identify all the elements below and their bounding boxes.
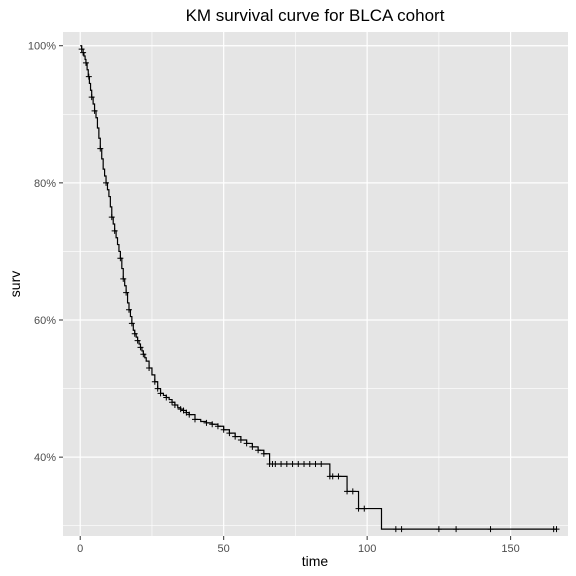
censor-mark xyxy=(123,289,130,296)
minor-gridlines xyxy=(63,32,568,536)
censor-mark xyxy=(80,49,87,56)
censor-mark xyxy=(140,351,147,358)
x-axis-ticks: 0 50 100 150 xyxy=(77,536,520,555)
censor-mark xyxy=(186,411,193,418)
censor-mark xyxy=(137,344,144,351)
y-tick-label: 40% xyxy=(34,452,56,464)
censor-mark xyxy=(157,390,164,397)
censor-mark xyxy=(435,526,442,533)
censor-mark xyxy=(154,385,161,392)
censor-mark xyxy=(220,426,227,433)
censor-mark xyxy=(91,107,98,114)
y-tick-label: 100% xyxy=(28,41,56,53)
censor-mark xyxy=(214,423,221,430)
censor-mark xyxy=(392,526,399,533)
censor-mark xyxy=(146,365,153,371)
y-axis-ticks: 40% 60% 80% 100% xyxy=(28,41,63,464)
censor-mark xyxy=(97,145,104,152)
x-axis-title: time xyxy=(302,553,329,569)
censor-mark xyxy=(151,378,158,385)
censor-mark xyxy=(171,402,178,409)
censor-mark xyxy=(306,461,313,467)
censor-mark xyxy=(203,419,210,426)
censor-mark xyxy=(134,337,141,344)
y-tick-label: 80% xyxy=(34,178,56,190)
censor-mark xyxy=(243,440,250,447)
x-tick-label: 100 xyxy=(358,543,376,555)
censor-mark xyxy=(335,473,342,480)
censor-mark xyxy=(349,488,356,495)
censor-mark xyxy=(120,275,127,282)
censor-mark xyxy=(278,461,285,467)
major-gridlines xyxy=(63,32,568,536)
censor-mark xyxy=(232,433,239,440)
censor-mark xyxy=(226,430,233,437)
censor-mark xyxy=(453,526,460,533)
censor-marks xyxy=(78,46,560,533)
censor-mark xyxy=(487,526,494,533)
chart-title: KM survival curve for BLCA cohort xyxy=(186,6,445,25)
censor-mark xyxy=(301,461,308,467)
censor-mark xyxy=(82,59,89,66)
censor-mark xyxy=(111,227,118,234)
censor-mark xyxy=(272,461,279,467)
censor-mark xyxy=(329,473,336,480)
censor-mark xyxy=(191,416,198,423)
censor-mark xyxy=(283,461,290,467)
plot-panel xyxy=(63,32,568,536)
censor-mark xyxy=(260,450,267,457)
y-tick-label: 60% xyxy=(34,315,56,327)
censor-mark xyxy=(78,46,85,53)
x-tick-label: 150 xyxy=(501,543,519,555)
censor-mark xyxy=(108,214,115,221)
censor-mark xyxy=(169,399,176,406)
censor-mark xyxy=(117,255,124,262)
x-tick-label: 50 xyxy=(218,543,230,555)
censor-mark xyxy=(103,179,110,186)
x-tick-label: 0 xyxy=(77,543,83,555)
censor-mark xyxy=(295,461,302,467)
censor-mark xyxy=(209,421,216,428)
censor-mark xyxy=(318,461,325,467)
censor-mark xyxy=(163,394,170,401)
censor-mark xyxy=(398,526,405,533)
censor-mark xyxy=(289,461,296,467)
censor-mark xyxy=(553,526,560,533)
censor-mark xyxy=(177,406,184,413)
censor-mark xyxy=(85,73,92,80)
censor-mark xyxy=(125,306,132,313)
censor-mark xyxy=(255,447,262,454)
censor-mark xyxy=(312,461,319,467)
censor-mark xyxy=(355,505,362,512)
censor-mark xyxy=(237,437,244,443)
y-axis-title: surv xyxy=(7,271,23,297)
censor-mark xyxy=(88,94,95,101)
censor-mark xyxy=(361,505,368,512)
censor-mark xyxy=(249,443,256,450)
censor-mark xyxy=(128,320,135,327)
censor-mark xyxy=(131,330,138,337)
censor-mark xyxy=(344,488,351,495)
